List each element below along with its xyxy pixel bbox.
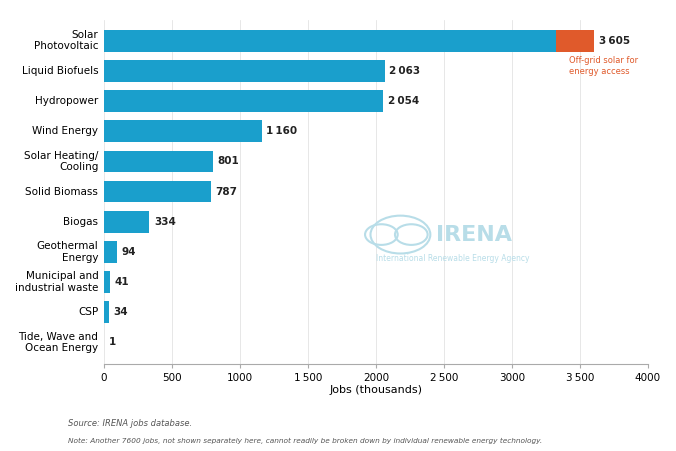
Text: Off-grid solar for
energy access: Off-grid solar for energy access [569, 56, 638, 76]
Text: 1: 1 [109, 337, 116, 347]
Bar [104, 30, 556, 51]
Text: 34: 34 [114, 307, 128, 318]
Text: 94: 94 [122, 247, 136, 257]
Text: IRENA: IRENA [436, 225, 512, 244]
Text: International Renewable Energy Agency: International Renewable Energy Agency [376, 254, 529, 263]
Bar [104, 120, 262, 142]
Bar [104, 60, 385, 82]
Text: 2 054: 2 054 [388, 96, 419, 106]
Text: 3 605: 3 605 [599, 36, 630, 46]
Text: 334: 334 [154, 217, 176, 227]
Bar [104, 211, 149, 233]
X-axis label: Jobs (thousands): Jobs (thousands) [329, 386, 422, 396]
Text: Source: IRENA jobs database.: Source: IRENA jobs database. [68, 419, 192, 428]
Text: 2 063: 2 063 [389, 66, 420, 76]
Bar [104, 181, 211, 202]
Text: Note: Another 7600 jobs, not shown separately here, cannot readily be broken dow: Note: Another 7600 jobs, not shown separ… [68, 438, 542, 444]
Bar [104, 151, 213, 172]
Text: 801: 801 [218, 156, 239, 166]
Text: 41: 41 [114, 277, 129, 287]
Text: 1 160: 1 160 [266, 126, 297, 136]
Text: 787: 787 [216, 187, 238, 197]
Bar [104, 90, 383, 112]
Bar [556, 30, 594, 51]
Bar [104, 271, 110, 293]
Bar [104, 241, 117, 263]
Bar [104, 301, 109, 323]
